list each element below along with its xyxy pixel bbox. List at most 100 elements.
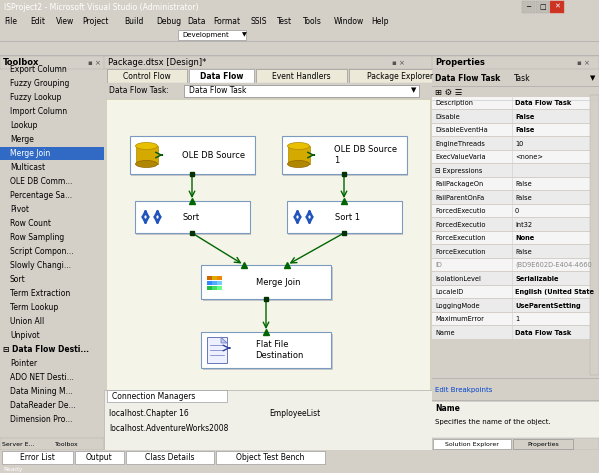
Text: Properties: Properties — [527, 441, 559, 447]
FancyBboxPatch shape — [212, 280, 216, 285]
FancyBboxPatch shape — [184, 85, 419, 96]
Ellipse shape — [135, 142, 158, 149]
Text: Percentage Sa...: Percentage Sa... — [10, 191, 72, 200]
Text: Data Flow Task: Data Flow Task — [189, 86, 246, 95]
Text: Window: Window — [334, 17, 364, 26]
FancyBboxPatch shape — [107, 390, 227, 402]
FancyBboxPatch shape — [106, 99, 430, 390]
Text: Sort 1: Sort 1 — [335, 212, 360, 221]
Text: Solution Explorer: Solution Explorer — [445, 441, 499, 447]
Text: Lookup: Lookup — [10, 121, 37, 130]
FancyBboxPatch shape — [202, 266, 332, 300]
Text: Slowly Changi...: Slowly Changi... — [10, 261, 71, 270]
Text: Format: Format — [213, 17, 241, 26]
Text: Data Mining M...: Data Mining M... — [10, 387, 72, 396]
Text: False: False — [515, 248, 532, 254]
Text: IsolationLevel: IsolationLevel — [435, 275, 481, 281]
Text: False: False — [515, 114, 534, 120]
FancyBboxPatch shape — [432, 178, 599, 190]
Text: Build: Build — [125, 17, 144, 26]
FancyBboxPatch shape — [135, 201, 250, 233]
FancyBboxPatch shape — [217, 280, 222, 285]
Text: File: File — [4, 17, 17, 26]
FancyBboxPatch shape — [432, 438, 599, 450]
FancyBboxPatch shape — [217, 275, 222, 280]
Text: Task: Task — [514, 73, 531, 82]
Text: Test: Test — [277, 17, 292, 26]
FancyBboxPatch shape — [590, 95, 599, 375]
FancyBboxPatch shape — [104, 390, 432, 450]
Text: Export Column: Export Column — [10, 65, 66, 74]
Text: localhost.Chapter 16: localhost.Chapter 16 — [109, 409, 189, 418]
FancyBboxPatch shape — [432, 245, 599, 258]
FancyBboxPatch shape — [513, 439, 573, 449]
Text: Import Column: Import Column — [10, 107, 67, 116]
Text: Pivot: Pivot — [10, 205, 29, 214]
FancyBboxPatch shape — [107, 69, 187, 83]
Text: LocaleID: LocaleID — [435, 289, 463, 295]
Text: Multicast: Multicast — [10, 163, 45, 172]
FancyBboxPatch shape — [432, 110, 599, 123]
Text: ISProject2 - Microsoft Visual Studio (Administrator): ISProject2 - Microsoft Visual Studio (Ad… — [4, 2, 198, 11]
FancyBboxPatch shape — [217, 286, 222, 290]
FancyBboxPatch shape — [432, 299, 599, 312]
FancyBboxPatch shape — [432, 313, 599, 325]
Text: ▼: ▼ — [411, 88, 416, 94]
Text: DataReader De...: DataReader De... — [10, 401, 75, 410]
Text: False: False — [515, 181, 532, 187]
Text: Sort: Sort — [183, 212, 200, 221]
Text: Int32: Int32 — [515, 221, 532, 228]
Text: Dimension Pro...: Dimension Pro... — [10, 415, 72, 424]
Text: localhost.AdventureWorks2008: localhost.AdventureWorks2008 — [109, 423, 228, 432]
Text: Merge Join: Merge Join — [10, 149, 50, 158]
Text: Unpivot: Unpivot — [10, 331, 40, 340]
Text: Flat File
Destination: Flat File Destination — [256, 340, 304, 360]
FancyBboxPatch shape — [135, 146, 158, 164]
Text: Data Flow Task: Data Flow Task — [515, 100, 571, 106]
FancyBboxPatch shape — [522, 1, 535, 13]
Ellipse shape — [288, 160, 310, 167]
FancyBboxPatch shape — [432, 232, 599, 244]
Text: Fuzzy Lookup: Fuzzy Lookup — [10, 93, 61, 102]
FancyBboxPatch shape — [189, 69, 254, 83]
Text: UseParentSetting: UseParentSetting — [515, 303, 580, 308]
Text: Output: Output — [86, 453, 113, 462]
FancyBboxPatch shape — [432, 326, 599, 339]
Text: Row Count: Row Count — [10, 219, 51, 228]
Text: Toolbox: Toolbox — [55, 441, 78, 447]
Text: ✕: ✕ — [554, 4, 560, 10]
Text: ForceExecution: ForceExecution — [435, 235, 486, 241]
FancyBboxPatch shape — [432, 259, 599, 271]
FancyBboxPatch shape — [432, 123, 599, 136]
Text: English (United State: English (United State — [515, 289, 594, 295]
Text: View: View — [56, 17, 74, 26]
Text: ⊞ ⚙ ☰: ⊞ ⚙ ☰ — [435, 88, 462, 96]
FancyBboxPatch shape — [207, 337, 227, 363]
FancyBboxPatch shape — [216, 451, 325, 464]
FancyBboxPatch shape — [104, 83, 432, 98]
FancyBboxPatch shape — [201, 265, 331, 299]
FancyBboxPatch shape — [288, 202, 403, 235]
Text: OLE DB Comm...: OLE DB Comm... — [10, 177, 72, 186]
FancyBboxPatch shape — [0, 438, 104, 450]
FancyBboxPatch shape — [432, 286, 599, 298]
FancyBboxPatch shape — [136, 202, 251, 235]
Text: Error List: Error List — [20, 453, 55, 462]
FancyBboxPatch shape — [432, 402, 599, 438]
Text: Debug: Debug — [156, 17, 181, 26]
Text: Data Flow: Data Flow — [200, 71, 243, 80]
Text: Package Explorer: Package Explorer — [367, 71, 432, 80]
FancyBboxPatch shape — [212, 275, 216, 280]
Text: Merge Join: Merge Join — [256, 278, 300, 287]
FancyBboxPatch shape — [432, 218, 599, 230]
Text: Event Handlers: Event Handlers — [273, 71, 331, 80]
Text: Specifies the name of the object.: Specifies the name of the object. — [435, 419, 550, 425]
Text: DisableEventHa: DisableEventHa — [435, 127, 488, 133]
Text: Term Extraction: Term Extraction — [10, 289, 70, 298]
FancyBboxPatch shape — [432, 272, 599, 285]
FancyBboxPatch shape — [432, 96, 599, 109]
Text: ▪ ×: ▪ × — [392, 60, 405, 65]
FancyBboxPatch shape — [0, 56, 104, 69]
Polygon shape — [221, 337, 227, 343]
Text: Script Compon...: Script Compon... — [10, 247, 74, 256]
